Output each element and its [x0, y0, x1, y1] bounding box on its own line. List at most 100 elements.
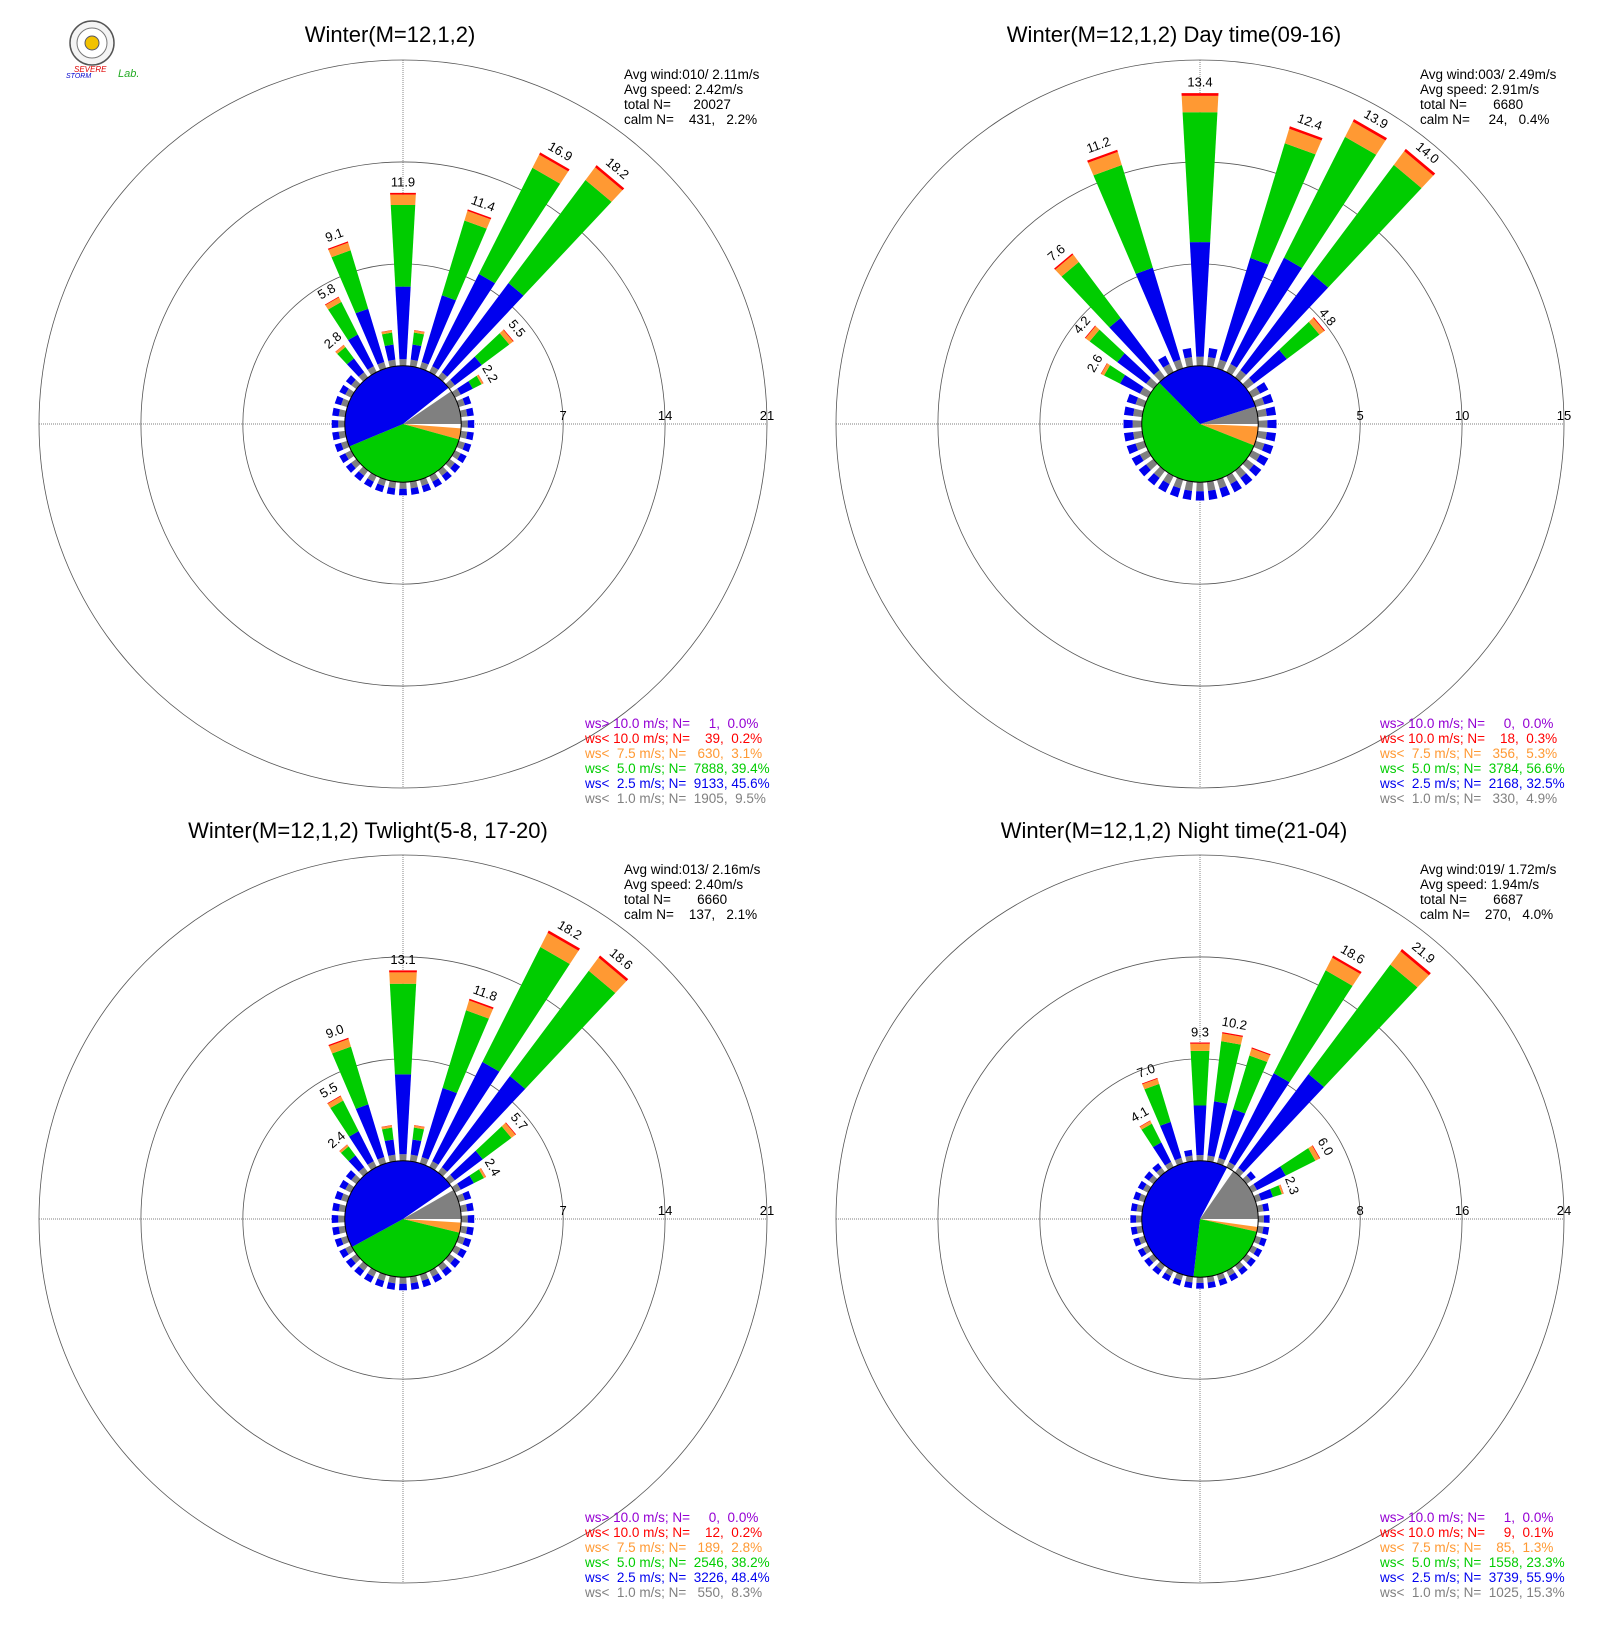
- stub-bar-gray: [1184, 480, 1194, 491]
- stub-bar-blue: [432, 478, 443, 488]
- bar-label: 7.0: [1135, 1060, 1157, 1080]
- stub-bar-blue: [1152, 1265, 1162, 1275]
- stat-avg-speed: Avg speed: 2.40m/s: [624, 877, 743, 892]
- pie-slice-lt2_5: [1159, 365, 1256, 424]
- stub-bar-blue: [334, 1237, 344, 1248]
- bar-segment-orange: [335, 345, 346, 354]
- stub-bar-blue: [1265, 406, 1277, 417]
- stub-bar-gray: [338, 1225, 347, 1234]
- stub-bar-gray: [1148, 1175, 1158, 1185]
- bar-segment-orange: [501, 1122, 516, 1138]
- ring-label: 16: [1455, 1203, 1469, 1218]
- stat-total: total N= 20027: [624, 97, 731, 112]
- stub-bar-gray: [1242, 1175, 1252, 1185]
- bar-segment-blue: [1152, 1142, 1172, 1166]
- bar-segment-red: [1141, 1077, 1158, 1085]
- stub-bar-gray: [461, 1215, 468, 1223]
- stub-bar-blue: [1207, 489, 1218, 501]
- pie-slice-white: [1200, 424, 1259, 427]
- stub-bar-blue: [1263, 1215, 1270, 1223]
- stat-avg-wind: Avg wind:003/ 2.49m/s: [1420, 67, 1557, 82]
- bar-segment-red: [598, 955, 629, 982]
- bar-segment-green: [1250, 143, 1316, 265]
- stub-bar-blue: [1126, 443, 1139, 455]
- bar-segment-calm: [409, 359, 418, 368]
- bar-segment-red: [503, 329, 514, 342]
- stub-bar-blue: [1130, 1203, 1138, 1212]
- pie-outline: [344, 1160, 462, 1278]
- stub-bar-blue: [1207, 347, 1218, 359]
- bar-segment-red: [414, 330, 425, 333]
- stub-bar-gray: [1226, 472, 1237, 485]
- stub-bar-gray: [1135, 397, 1147, 408]
- bar-segment-red: [1181, 93, 1219, 96]
- stub-bar-blue: [1158, 480, 1170, 493]
- bar-label: 13.1: [390, 952, 415, 967]
- ring-label: 10: [1455, 408, 1469, 423]
- stub-bar-blue: [457, 1248, 467, 1259]
- stub-bar-blue: [1240, 473, 1253, 486]
- stub-bar-blue: [462, 1237, 472, 1248]
- legend-entry: ws< 10.0 m/s; N= 39, 0.2%: [584, 731, 762, 746]
- bar-segment-calm: [399, 1154, 407, 1161]
- bar-segment-red: [339, 1144, 348, 1152]
- stub-bar-gray: [1248, 387, 1261, 398]
- bar-segment-blue: [1207, 1101, 1228, 1157]
- stub-bar-gray: [1133, 408, 1144, 418]
- stub-bar-blue: [466, 1226, 474, 1236]
- bar-segment-blue: [1193, 1105, 1207, 1156]
- panel-title: Winter(M=12,1,2): [305, 22, 476, 47]
- bar-segment-green: [478, 167, 561, 284]
- legend-entry: ws< 7.5 m/s; N= 189, 2.8%: [584, 1540, 762, 1555]
- stub-bar-blue: [1158, 355, 1170, 368]
- bar-segment-green: [1280, 1148, 1316, 1176]
- bar-segment-blue: [1253, 1166, 1286, 1191]
- bar-segment-green: [1312, 164, 1422, 288]
- stub-bar-blue: [334, 442, 344, 453]
- bar-segment-green: [441, 220, 487, 301]
- bar-segment-calm: [1234, 370, 1247, 382]
- bar-segment-orange: [464, 210, 491, 229]
- stub-bar-blue: [339, 453, 349, 464]
- stub-bar-blue: [1123, 406, 1135, 417]
- stub-bar-blue: [331, 420, 339, 428]
- bar-segment-red: [389, 970, 417, 973]
- stub-bar-blue: [345, 375, 356, 386]
- pie-slice-lt1: [1200, 1171, 1259, 1219]
- bar-segment-orange: [1085, 326, 1100, 342]
- bar-label: 11.9: [391, 174, 415, 189]
- legend-entry: ws< 10.0 m/s; N= 12, 0.2%: [584, 1525, 762, 1540]
- bar-segment-red: [1352, 119, 1388, 141]
- panel-title: Winter(M=12,1,2) Twlight(5-8, 17-20): [188, 818, 548, 843]
- stub-bar-gray: [1163, 472, 1174, 485]
- logo-text-lab: Lab.: [118, 68, 139, 80]
- stub-bar-blue: [1144, 1257, 1154, 1267]
- bar-segment-red: [539, 152, 570, 172]
- bar-segment-green: [1093, 164, 1153, 274]
- stub-bar-blue: [1123, 431, 1135, 442]
- stub-bar-blue: [1152, 1163, 1162, 1173]
- stub-bar-gray: [461, 420, 468, 428]
- stub-bar-blue: [1265, 431, 1277, 442]
- stub-bar-blue: [1169, 485, 1181, 498]
- stub-bar-blue: [1126, 393, 1139, 405]
- bar-segment-green: [390, 204, 416, 287]
- bar-segment-calm: [1196, 1155, 1204, 1161]
- bar-segment-green: [1089, 329, 1125, 363]
- stub-bar-blue: [1196, 1282, 1204, 1289]
- bar-segment-blue: [1109, 317, 1160, 375]
- panel-title: Winter(M=12,1,2) Night time(21-04): [1001, 818, 1348, 843]
- stub-bar-blue: [363, 1273, 374, 1283]
- bar-segment-red: [381, 330, 392, 333]
- stub-bar-gray: [1153, 466, 1166, 478]
- bar-segment-orange: [1325, 957, 1361, 986]
- stub-bar-blue: [339, 1248, 349, 1259]
- bar-segment-blue: [457, 1175, 474, 1190]
- bar-segment-orange: [478, 1168, 486, 1179]
- stub-bar-blue: [1218, 1277, 1228, 1286]
- bar-segment-calm: [1153, 370, 1166, 382]
- stub-bar-blue: [1256, 454, 1269, 466]
- bar-segment-green: [1190, 1050, 1210, 1106]
- bar-segment-calm: [377, 1156, 387, 1166]
- stub-bar-blue: [467, 420, 475, 428]
